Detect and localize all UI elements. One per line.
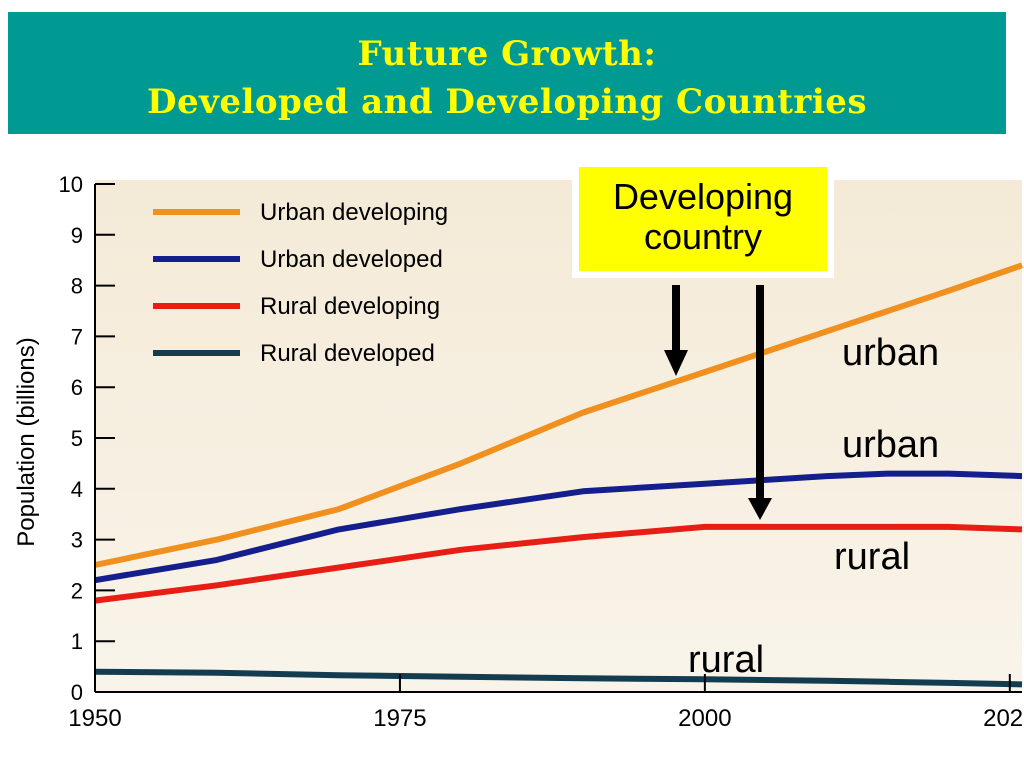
y-tick-label: 5 (71, 426, 83, 451)
y-tick-label: 3 (71, 528, 83, 553)
y-tick-label: 4 (71, 477, 83, 502)
x-tick-label: 2025 (983, 705, 1024, 732)
arrow-head-rural (748, 498, 772, 520)
callout-line-1: Developing (612, 176, 794, 217)
y-tick-label: 9 (71, 223, 83, 248)
legend-label: Urban developed (260, 246, 443, 273)
annotation-label-4: rural (688, 639, 764, 681)
annotation-label-1: urban (842, 332, 939, 374)
y-tick-label: 2 (71, 578, 83, 603)
legend-label: Rural developed (260, 340, 435, 367)
x-tick-label: 1950 (68, 705, 121, 732)
legend-label: Urban developing (260, 199, 448, 226)
y-axis-label: Population (billions) (13, 337, 40, 546)
x-tick-label: 2000 (678, 705, 731, 732)
title-line-2: Developed and Developing Countries (146, 82, 868, 122)
legend-label: Rural developing (260, 293, 440, 320)
title-banner: Future Growth: Developed and Developing … (8, 12, 1006, 134)
x-tick-label: 1975 (373, 705, 426, 732)
series-line-2 (94, 470, 1023, 584)
annotation-label-3: rural (834, 536, 910, 578)
arrow-head-urban (664, 350, 688, 376)
y-tick-label: 6 (71, 375, 83, 400)
y-tick-label: 0 (71, 680, 83, 705)
series-line-1 (94, 262, 1023, 568)
series-line-4 (94, 668, 1023, 688)
plot-background (95, 180, 1022, 692)
developing-country-callout: Developing country (572, 160, 834, 278)
y-tick-label: 10 (59, 172, 83, 197)
y-tick-label: 1 (71, 629, 83, 654)
title-line-1: Future Growth: (357, 34, 657, 74)
callout-line-2: country (643, 216, 763, 257)
y-tick-label: 8 (71, 274, 83, 299)
y-tick-label: 7 (71, 324, 83, 349)
annotation-label-2: urban (842, 424, 939, 466)
series-line-3 (94, 523, 1023, 604)
